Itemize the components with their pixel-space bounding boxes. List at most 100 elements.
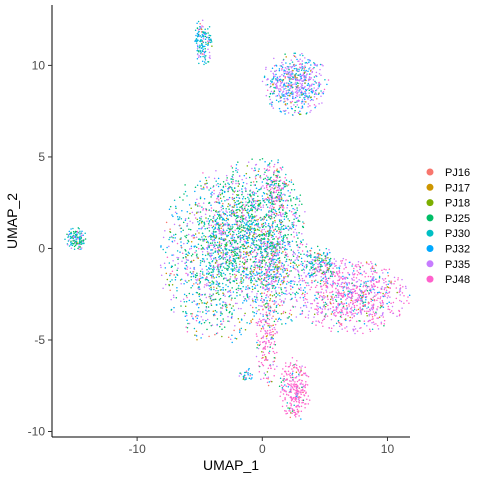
scatter-point [297,221,299,223]
scatter-point [270,294,272,296]
scatter-point [272,245,274,247]
scatter-point [258,168,260,170]
scatter-point [221,237,223,239]
scatter-point [259,265,261,267]
scatter-point [278,192,280,194]
scatter-point [370,313,372,315]
scatter-point [261,232,263,234]
scatter-point [363,292,365,294]
scatter-point [218,194,220,196]
scatter-point [279,278,281,280]
scatter-point [255,176,257,178]
scatter-point [300,241,302,243]
scatter-point [209,268,211,270]
scatter-point [314,314,316,316]
scatter-point [274,368,276,370]
scatter-point [366,308,368,310]
scatter-point [247,208,249,210]
scatter-point [331,276,333,278]
scatter-point [222,292,224,294]
scatter-point [283,88,285,90]
scatter-point [211,207,213,209]
scatter-point [285,312,287,314]
scatter-point [257,277,259,279]
scatter-point [288,112,290,114]
scatter-point [319,271,321,273]
scatter-point [298,246,300,248]
scatter-point [267,90,269,92]
scatter-point [75,239,77,241]
scatter-point [304,403,306,405]
scatter-point [205,214,207,216]
scatter-point [230,233,232,235]
scatter-point [264,341,266,343]
scatter-point [279,260,281,262]
scatter-point [328,271,330,273]
scatter-point [378,291,380,293]
scatter-point [313,316,315,318]
scatter-point [373,311,375,313]
scatter-point [295,399,297,401]
scatter-point [220,197,222,199]
scatter-point [301,53,303,55]
scatter-point [289,242,291,244]
scatter-point [181,227,183,229]
scatter-point [308,376,310,378]
scatter-point [242,248,244,250]
scatter-point [268,201,270,203]
scatter-point [360,284,362,286]
scatter-point [190,276,192,278]
scatter-point [297,83,299,85]
scatter-point [275,84,277,86]
scatter-point [231,334,233,336]
scatter-point [298,415,300,417]
scatter-point [292,70,294,72]
scatter-point [314,93,316,95]
scatter-point [384,323,386,325]
scatter-point [267,330,269,332]
scatter-point [293,388,295,390]
scatter-point [236,270,238,272]
scatter-point [295,88,297,90]
scatter-point [311,323,313,325]
scatter-point [273,207,275,209]
scatter-point [218,250,220,252]
scatter-point [310,110,312,112]
scatter-point [253,228,255,230]
scatter-point [300,307,302,309]
scatter-point [269,325,271,327]
scatter-point [244,222,246,224]
scatter-point [182,252,184,254]
scatter-point [283,75,285,77]
scatter-point [290,294,292,296]
scatter-point [307,384,309,386]
scatter-point [190,261,192,263]
scatter-point [319,321,321,323]
scatter-point [224,304,226,306]
scatter-point [239,282,241,284]
scatter-point [368,263,370,265]
scatter-point [262,81,264,83]
scatter-point [273,172,275,174]
scatter-point [260,286,262,288]
scatter-point [330,275,332,277]
scatter-point [250,195,252,197]
scatter-point [260,252,262,254]
scatter-point [308,285,310,287]
scatter-point [239,261,241,263]
scatter-point [347,312,349,314]
scatter-point [370,291,372,293]
scatter-point [325,306,327,308]
scatter-point [330,308,332,310]
scatter-point [199,238,201,240]
scatter-point [248,242,250,244]
scatter-point [295,56,297,58]
scatter-point [276,260,278,262]
scatter-point [79,241,81,243]
scatter-point [349,283,351,285]
scatter-point [276,231,278,233]
scatter-point [226,251,228,253]
scatter-point [256,181,258,183]
scatter-point [182,230,184,232]
scatter-point [283,386,285,388]
